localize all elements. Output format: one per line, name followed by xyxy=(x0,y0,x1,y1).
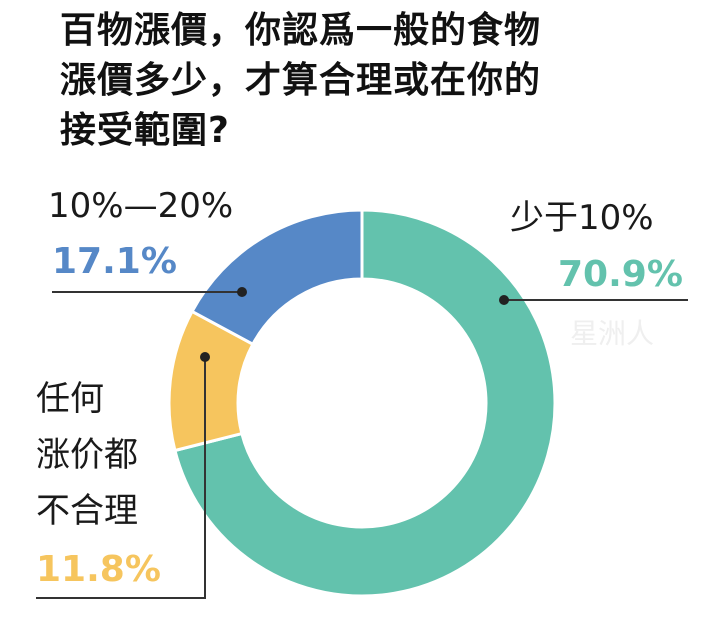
leader-lines xyxy=(36,287,688,599)
title-line-2: 漲價多少，才算合理或在你的 xyxy=(60,60,542,101)
slice-less-than-10 xyxy=(173,208,557,598)
leader-dot-blue xyxy=(237,287,247,297)
label-yellow-category-line-2: 涨价都 xyxy=(36,435,138,475)
title-line-1: 百物漲價，你認爲一般的食物 xyxy=(60,10,542,51)
label-green-percent: 70.9% xyxy=(558,254,683,295)
label-yellow-category-line-3: 不合理 xyxy=(36,491,138,531)
title-line-3: 接受範圍? xyxy=(60,110,230,151)
label-yellow-percent: 11.8% xyxy=(36,549,161,590)
watermark: 星洲人 xyxy=(570,317,655,350)
leader-dot-yellow xyxy=(200,352,210,362)
donut-slices xyxy=(167,208,557,598)
label-yellow-category-line-1: 任何 xyxy=(36,379,104,419)
slice-10-to-20 xyxy=(190,208,364,347)
label-green-category: 少于10% xyxy=(510,198,654,238)
chart-title: 百物漲價，你認爲一般的食物 漲價多少，才算合理或在你的 接受範圍? xyxy=(60,6,660,156)
label-blue-category: 10%—20% xyxy=(48,186,234,226)
leader-line-yellow xyxy=(36,357,206,599)
leader-dot-green xyxy=(499,295,509,305)
label-blue-percent: 17.1% xyxy=(52,241,177,282)
